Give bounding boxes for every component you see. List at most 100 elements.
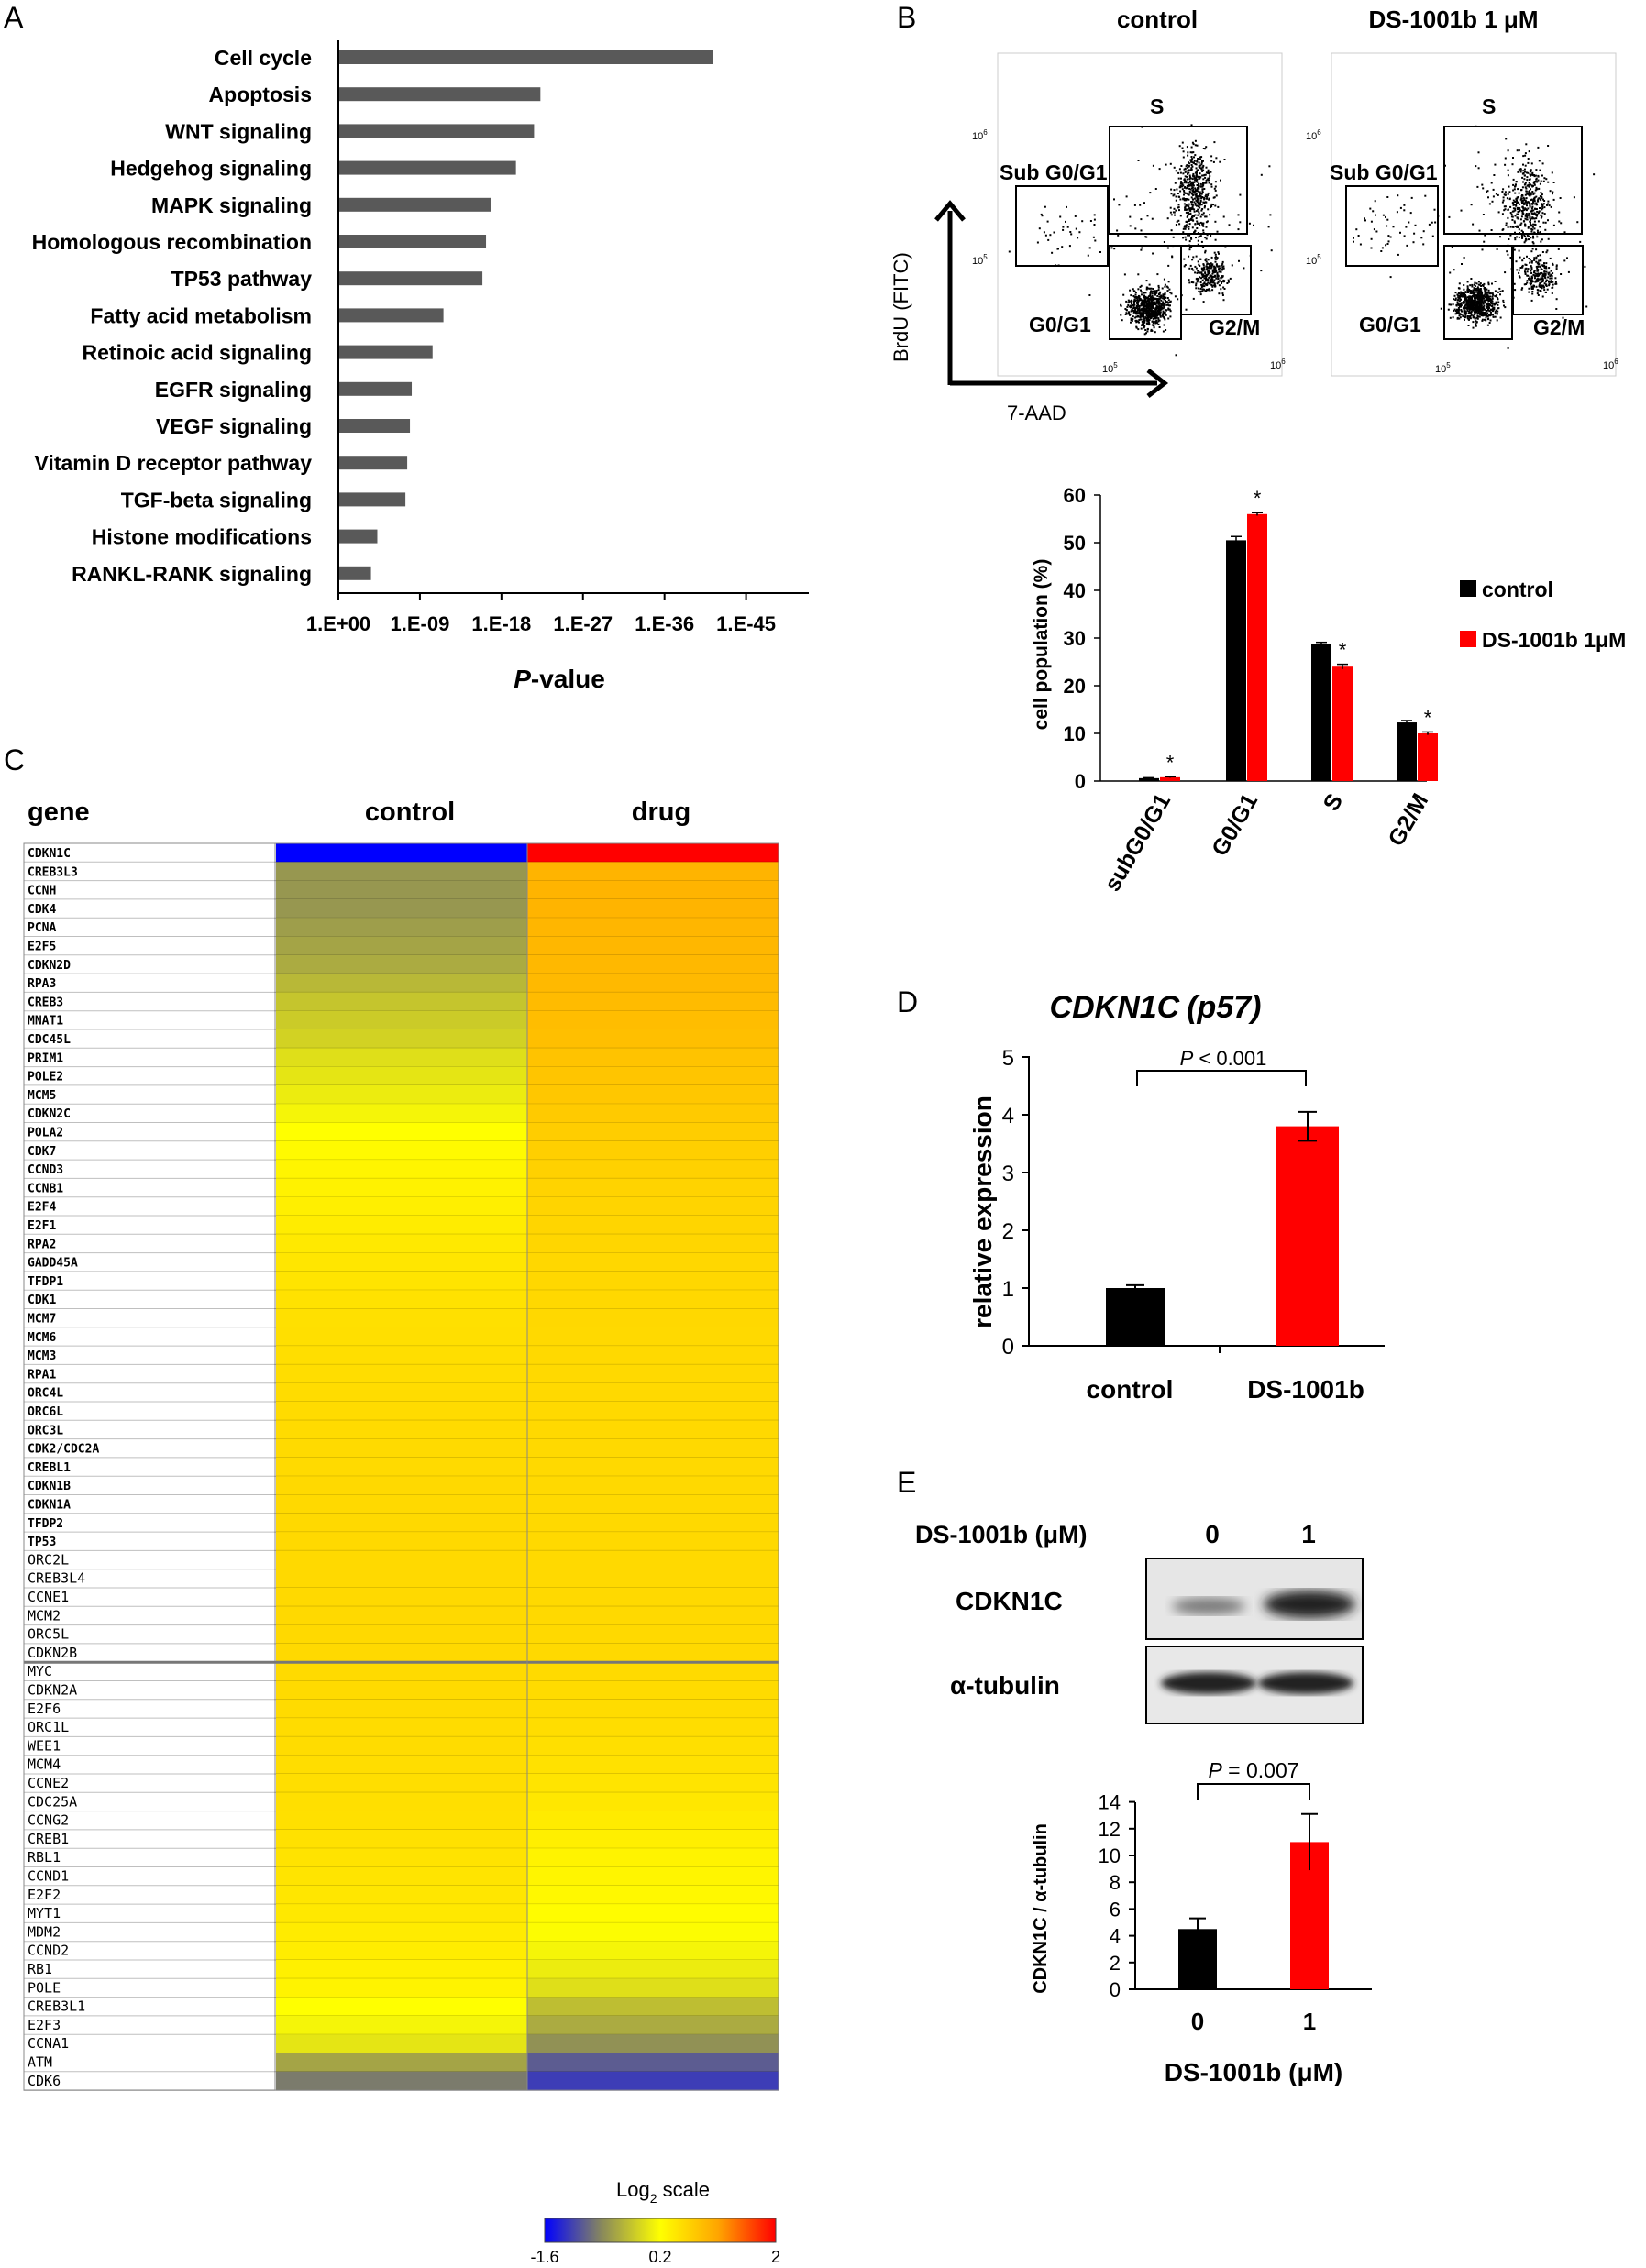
flow-dot-g0g1-control xyxy=(1137,313,1140,315)
heatmap-gene-label: E2F3 xyxy=(28,2017,61,2033)
flow-dot-g0g1-drug xyxy=(1486,314,1489,317)
flow-dot-scatter-drug xyxy=(1486,190,1489,193)
flow-dot-g2m-control xyxy=(1207,281,1210,284)
flow-dot-g0g1-drug xyxy=(1467,288,1470,291)
flow-dot-g0g1-drug xyxy=(1474,307,1476,310)
flow-dot-s-control xyxy=(1194,214,1197,216)
flow-dot-g0g1-control xyxy=(1143,325,1146,327)
flow-dot-s-drug xyxy=(1532,201,1535,204)
flow-dot-g0g1-drug xyxy=(1480,302,1483,304)
flow-dot-s-drug xyxy=(1541,204,1543,206)
flow-dot-g2m-control xyxy=(1216,273,1219,276)
flow-dot-g0g1-drug xyxy=(1502,302,1505,303)
flow-dot-scatter-drug xyxy=(1501,290,1504,292)
heatmap-cell-control xyxy=(276,2034,527,2053)
flow-dot-g2m-control xyxy=(1196,271,1199,274)
flow-dot-s-control xyxy=(1201,196,1204,199)
flow-dot-subg0g1-control xyxy=(1049,234,1052,237)
flow-dot-g0g1-drug xyxy=(1480,293,1483,296)
flow-dot-scatter-control xyxy=(1170,214,1173,216)
flow-dot-s-control xyxy=(1183,182,1186,184)
flow-dot-s-control xyxy=(1193,208,1196,211)
flow-dot-s-control xyxy=(1202,212,1205,215)
heatmap-gene-label: ORC6L xyxy=(28,1405,63,1419)
flow-dot-g0g1-drug xyxy=(1467,302,1470,303)
flow-dot-subg0g1-drug xyxy=(1370,237,1373,240)
flow-dot-s-drug xyxy=(1523,183,1526,186)
flow-dot-s-drug xyxy=(1507,169,1509,171)
flow-dot-s-drug xyxy=(1513,188,1516,191)
flow-dot-s-drug xyxy=(1551,171,1553,174)
heatmap-cell-drug xyxy=(527,1271,779,1291)
flow-dot-s-control xyxy=(1176,224,1178,226)
flow-dot-g0g1-drug xyxy=(1490,314,1493,316)
flow-dot-g0g1-drug xyxy=(1458,317,1461,320)
flow-dot-g2m-drug xyxy=(1530,266,1533,269)
flow-dot-g0g1-control xyxy=(1138,305,1141,308)
flow-dot-g0g1-control xyxy=(1157,307,1160,309)
flow-dot-s-control xyxy=(1185,182,1188,184)
flow-dot-g0g1-drug xyxy=(1474,302,1476,304)
d-bar xyxy=(1106,1288,1165,1346)
flow-dot-g2m-drug xyxy=(1538,283,1541,286)
flow-dot-g0g1-drug xyxy=(1494,313,1497,315)
flow-dot-g0g1-control xyxy=(1146,303,1149,304)
flow-dot-s-control xyxy=(1193,156,1195,159)
flow-dot-s-control xyxy=(1199,195,1201,197)
flow-dot-s-drug xyxy=(1527,171,1530,174)
flow-dot-subg0g1-control xyxy=(1068,245,1071,248)
flow-dot-g0g1-control xyxy=(1124,308,1127,310)
flow-dot-s-control xyxy=(1195,194,1198,197)
flow-dot-g0g1-drug xyxy=(1491,305,1494,308)
flow-dot-s-drug xyxy=(1530,162,1533,165)
flow-dot-g0g1-control xyxy=(1148,309,1151,312)
flow-dot-s-control xyxy=(1201,214,1204,216)
blot-cdkn1c-band-0 xyxy=(1172,1598,1245,1614)
flow-dot-scatter-drug xyxy=(1507,253,1509,256)
flow-dot-s-control xyxy=(1192,143,1195,146)
flow-dot-g0g1-drug xyxy=(1484,318,1486,321)
flow-dot-g0g1-control xyxy=(1154,310,1156,313)
heatmap-cell-control xyxy=(276,1866,527,1887)
heatmap-gene-label: RBL1 xyxy=(28,1849,61,1866)
heatmap-cell-control xyxy=(276,1104,527,1123)
flow-dot-g0g1-control xyxy=(1129,289,1132,292)
flow-dot-s-drug xyxy=(1542,203,1545,205)
flow-dot-s-drug xyxy=(1506,197,1508,200)
flow-dot-g0g1-drug xyxy=(1486,292,1488,294)
flow-dot-s-control xyxy=(1195,163,1198,166)
flow-dot-s-drug xyxy=(1514,185,1517,188)
flow-dot-s-drug xyxy=(1523,241,1526,244)
flow-dot-g0g1-control xyxy=(1135,325,1138,328)
flow-dot-g2m-drug xyxy=(1543,262,1545,265)
d-y-tick-label: 0 xyxy=(1002,1335,1014,1360)
heatmap-cell-drug xyxy=(527,1104,779,1123)
flow-dot-s-control xyxy=(1191,207,1194,210)
flow-dot-scatter-control xyxy=(1118,204,1121,206)
flow-dot-g2m-drug xyxy=(1550,280,1552,282)
flow-dot-s-drug xyxy=(1522,163,1524,166)
a-bar xyxy=(338,345,433,359)
flow-dot-s-drug xyxy=(1525,238,1528,241)
flow-dot-scatter-control xyxy=(1176,220,1178,223)
flow-dot-s-control xyxy=(1186,175,1188,178)
flow-dot-scatter-drug xyxy=(1524,217,1527,220)
flow-dot-g0g1-drug xyxy=(1453,308,1456,311)
heatmap-cell-control xyxy=(276,1922,527,1943)
heatmap-cell-control xyxy=(276,1718,527,1737)
flow-dot-g0g1-control xyxy=(1142,318,1144,321)
flow-dot-s-control xyxy=(1202,148,1205,149)
flow-dot-g0g1-drug xyxy=(1486,318,1489,321)
flow-dot-g2m-control xyxy=(1188,279,1190,281)
flow-dot-s-control xyxy=(1214,185,1217,188)
flow-dot-s-control xyxy=(1207,177,1210,180)
flow-dot-g0g1-drug xyxy=(1469,308,1471,311)
flow-dot-s-drug xyxy=(1521,200,1524,203)
flow-dot-scatter-control xyxy=(1237,214,1240,216)
flow-dot-g0g1-drug xyxy=(1470,290,1473,292)
flow-dot-s-drug xyxy=(1531,226,1534,228)
heatmap-cell-drug xyxy=(527,843,779,863)
flow-dot-s-drug xyxy=(1508,198,1511,201)
flow-dot-scatter-drug xyxy=(1585,305,1588,308)
flow-dot-s-control xyxy=(1197,198,1199,201)
